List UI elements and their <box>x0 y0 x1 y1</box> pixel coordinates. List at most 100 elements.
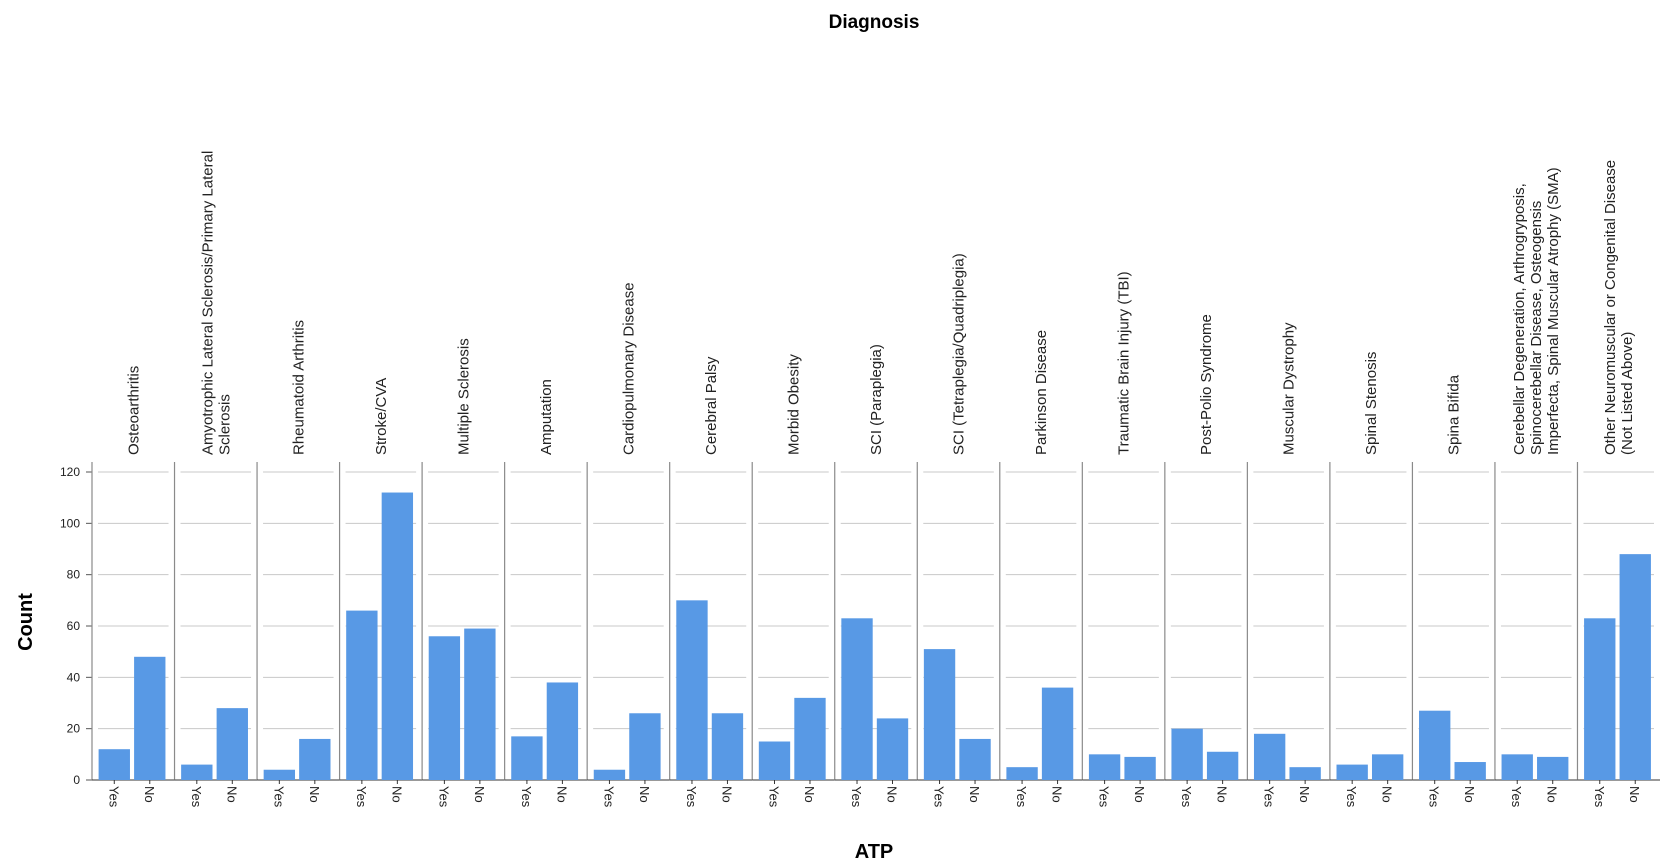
bar-yes <box>428 636 461 780</box>
panel-label: (Not Listed Above) <box>1619 332 1636 455</box>
bar-yes <box>923 649 956 780</box>
panel-label: Traumatic Brain Injury (TBI) <box>1116 271 1133 455</box>
panel: Yes No Morbid Obesity <box>751 354 835 808</box>
x-tick-label: Yes <box>189 786 204 808</box>
x-tick-label: Yes <box>1262 786 1277 808</box>
y-tick-label: 80 <box>67 568 81 582</box>
panel: Yes No SCI (Paraplegia) <box>834 344 918 808</box>
x-tick-label: Yes <box>1179 786 1194 808</box>
panel-label: Sclerosis <box>216 394 233 455</box>
x-tick-label: No <box>1215 786 1230 803</box>
bar-no <box>546 682 579 780</box>
bar-yes <box>346 610 378 780</box>
y-tick-label: 60 <box>67 619 81 633</box>
bar-yes <box>758 741 791 780</box>
y-axis-title: Count <box>15 593 37 651</box>
panel-label: Imperfecta, Spinal Muscular Atrophy (SMA… <box>1545 167 1562 455</box>
panel: Yes No Stroke/CVA <box>338 378 423 808</box>
x-tick-label: No <box>1297 786 1312 803</box>
x-tick-label: No <box>1380 786 1395 803</box>
bar-yes <box>181 764 213 780</box>
bar-no <box>959 738 991 780</box>
x-tick-label: No <box>802 786 817 803</box>
bar-no <box>381 492 414 780</box>
y-tick-label: 40 <box>67 670 81 684</box>
panel-label: Multiple Sclerosis <box>455 338 472 455</box>
y-tick-label: 100 <box>60 516 80 530</box>
panel-label: Muscular Dystrophy <box>1281 322 1298 455</box>
chart-title: Diagnosis <box>829 12 920 33</box>
x-tick-label: Yes <box>849 786 864 808</box>
panel-label: Amputation <box>538 379 555 455</box>
panel-label: Cerebral Palsy <box>703 356 720 455</box>
bar-no <box>216 708 248 780</box>
panel: Yes No Other Neuromuscular or Congenital D… <box>1576 160 1660 808</box>
bar-yes <box>1501 754 1533 780</box>
panel-label: Stroke/CVA <box>373 378 390 455</box>
x-tick-label: Yes <box>1097 786 1112 808</box>
x-tick-label: No <box>1132 786 1147 803</box>
panel: Yes No Post-Polio Syndrome <box>1164 314 1248 808</box>
panel-label: Cerebellar Degeneration, Arthrogryposis, <box>1511 183 1528 455</box>
x-tick-label: Yes <box>601 786 616 808</box>
panel-label: Osteoarthritis <box>125 366 142 455</box>
bar-no <box>464 628 496 780</box>
x-tick-label: No <box>389 786 404 803</box>
x-tick-label: Yes <box>684 786 699 808</box>
bar-no <box>1537 756 1569 780</box>
bar-yes <box>263 769 296 780</box>
x-tick-label: Yes <box>271 786 286 808</box>
x-tick-label: Yes <box>1014 786 1029 808</box>
y-tick-label: 20 <box>67 722 81 736</box>
bar-yes <box>1584 618 1616 780</box>
panel-label: Morbid Obesity <box>785 354 802 455</box>
x-tick-label: No <box>1462 786 1477 803</box>
panel: Yes No Amputation <box>504 379 588 808</box>
panel: Yes No Osteoarthritis <box>91 366 175 808</box>
x-tick-label: No <box>1627 786 1642 803</box>
panel-label: Rheumatoid Arthritis <box>290 320 307 455</box>
chart-panels: Yes No Osteoarthritis Yes No Amyotrophic Late… <box>91 151 1660 808</box>
x-tick-label: No <box>224 786 239 803</box>
panel-label: Post-Polio Syndrome <box>1198 314 1215 455</box>
panel: Yes No Spina Bifida <box>1411 374 1495 808</box>
panel-label: Other Neuromuscular or Congenital Diseas… <box>1602 160 1619 455</box>
x-tick-label: No <box>554 786 569 803</box>
bar-no <box>629 713 661 780</box>
x-tick-label: No <box>1545 786 1560 803</box>
x-tick-label: Yes <box>1427 786 1442 808</box>
panel-label: Spina Bifida <box>1446 374 1463 455</box>
x-tick-label: Yes <box>436 786 451 808</box>
bar-no <box>1206 751 1239 780</box>
panel: Yes No Cerebral Palsy <box>669 356 753 808</box>
x-tick-label: No <box>967 786 982 803</box>
bar-no <box>1371 754 1404 780</box>
bar-yes <box>1253 733 1286 780</box>
x-tick-label: No <box>472 786 487 803</box>
panel-label: Cardiopulmonary Disease <box>620 282 637 455</box>
panel-label: Spinocerebellar Disease, Osteogensis <box>1528 201 1545 455</box>
bar-yes <box>511 736 543 780</box>
panel-label: Amyotrophic Lateral Sclerosis/Primary La… <box>199 151 216 455</box>
x-tick-label: Yes <box>354 786 369 808</box>
bar-no <box>794 697 826 780</box>
panel-label: SCI (Paraplegia) <box>868 344 885 455</box>
bar-yes <box>1336 764 1368 780</box>
panel: Yes No Multiple Sclerosis <box>421 338 505 808</box>
bar-yes <box>1088 754 1121 780</box>
x-tick-label: Yes <box>1509 786 1524 808</box>
panel: Yes No Cardiopulmonary Disease <box>586 282 670 808</box>
panel: Yes No Amyotrophic Lateral Sclerosis/Prima… <box>173 151 258 808</box>
bar-no <box>711 713 744 780</box>
bar-yes <box>1006 767 1038 780</box>
panel: Yes No SCI (Tetraplegia/Quadriplegia) <box>916 253 1000 808</box>
bar-no <box>1619 554 1651 780</box>
panel: Yes No Muscular Dystrophy <box>1246 322 1330 808</box>
panel: Yes No Spinal Stenosis <box>1329 352 1413 808</box>
x-axis-title: ATP <box>855 841 894 863</box>
bar-no <box>1124 756 1156 780</box>
bar-yes <box>1419 710 1451 780</box>
x-tick-label: Yes <box>106 786 121 808</box>
x-tick-label: Yes <box>932 786 947 808</box>
